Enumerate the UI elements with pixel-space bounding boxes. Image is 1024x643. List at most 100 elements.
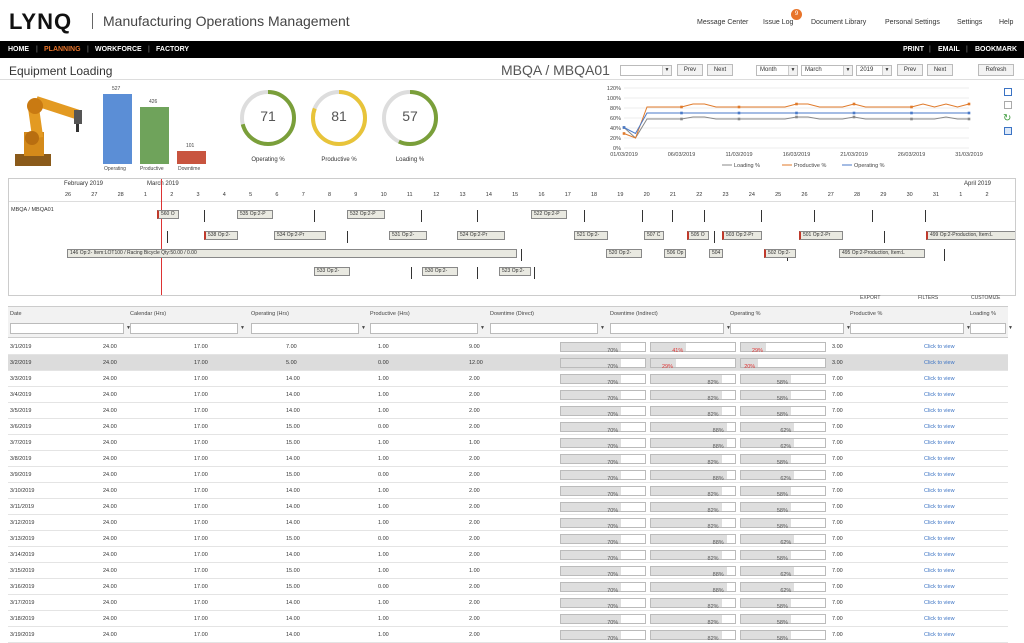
column-filter-input[interactable] <box>251 323 359 334</box>
filter-icon[interactable]: ▼ <box>126 325 131 331</box>
click-to-view-link[interactable]: Click to view <box>924 520 955 526</box>
click-to-view-link[interactable]: Click to view <box>924 584 955 590</box>
click-to-view-link[interactable]: Click to view <box>924 424 955 430</box>
click-to-view-link[interactable]: Click to view <box>924 472 955 478</box>
month-next-button[interactable]: Next <box>927 64 953 76</box>
table-row[interactable]: 3/12/2019 24.00 17.00 14.00 1.00 2.00 70% 82% 58… <box>8 515 1008 531</box>
click-to-view-link[interactable]: Click to view <box>924 392 955 398</box>
gantt-task-bar[interactable]: 507 C <box>644 231 664 240</box>
column-filter-input[interactable] <box>970 323 1006 334</box>
click-to-view-link[interactable]: Click to view <box>924 360 955 366</box>
click-to-view-link[interactable]: Click to view <box>924 536 955 542</box>
nav-workforce[interactable]: WORKFORCE <box>95 46 142 53</box>
table-row[interactable]: 3/16/2019 24.00 17.00 15.00 0.00 2.00 70% 88% 62… <box>8 579 1008 595</box>
column-filter-input[interactable] <box>850 323 964 334</box>
filter-icon[interactable]: ▼ <box>240 325 245 331</box>
gantt-task-bar[interactable]: 522 Op:2-P <box>531 210 567 219</box>
column-header[interactable]: Operating % <box>730 311 761 317</box>
settings-link[interactable]: Settings <box>957 19 983 26</box>
gantt-task-bar[interactable]: 495 Op:2-Production, Item:L <box>839 249 925 258</box>
table-row[interactable]: 3/5/2019 24.00 17.00 14.00 1.00 2.00 70% 82% 58%… <box>8 403 1008 419</box>
gantt-task-bar[interactable]: 530 Op:2- <box>422 267 458 276</box>
blank-icon[interactable] <box>1004 101 1012 109</box>
table-row[interactable]: 3/14/2019 24.00 17.00 14.00 1.00 2.00 70% 82% 58… <box>8 547 1008 563</box>
table-row[interactable]: 3/1/2019 24.00 17.00 7.00 1.00 9.00 70% 41% 29% 3… <box>8 339 1008 355</box>
click-to-view-link[interactable]: Click to view <box>924 600 955 606</box>
table-row[interactable]: 3/7/2019 24.00 17.00 15.00 1.00 1.00 70% 88% 62%… <box>8 435 1008 451</box>
refresh-icon[interactable]: ↻ <box>1003 113 1012 124</box>
gantt-task-bar[interactable]: 531 Op:2- <box>389 231 427 240</box>
document-library-link[interactable]: Document Library <box>811 19 867 26</box>
table-row[interactable]: 3/10/2019 24.00 17.00 14.00 1.00 2.00 70% 82% 58… <box>8 483 1008 499</box>
click-to-view-link[interactable]: Click to view <box>924 488 955 494</box>
column-filter-input[interactable] <box>10 323 124 334</box>
click-to-view-link[interactable]: Click to view <box>924 456 955 462</box>
nav-home[interactable]: HOME <box>8 46 29 53</box>
gantt-task-bar[interactable]: 524 Op:2-Pr <box>457 231 505 240</box>
click-to-view-link[interactable]: Click to view <box>924 344 955 350</box>
period-select[interactable]: Month ▼ <box>756 65 798 76</box>
gantt-task-bar[interactable]: 502 Op:2- <box>764 249 796 258</box>
column-header[interactable]: Downtime (Indirect) <box>610 311 658 317</box>
year-select[interactable]: 2019 ▼ <box>856 65 892 76</box>
gantt-task-bar[interactable]: 506 Op <box>664 249 686 258</box>
gantt-task-bar[interactable]: 146 Op:2- Item:LOT100 / Racing Bicycle Q… <box>67 249 517 258</box>
click-to-view-link[interactable]: Click to view <box>924 552 955 558</box>
column-header[interactable]: Calendar (Hrs) <box>130 311 167 317</box>
customize-link[interactable]: CUSTOMIZE <box>971 295 1001 301</box>
gantt-task-bar[interactable]: 521 Op:2- <box>574 231 608 240</box>
gantt-task-bar[interactable]: 534 Op:2-Pr <box>274 231 326 240</box>
gantt-task-bar[interactable]: 520 Op:2- <box>606 249 642 258</box>
table-row[interactable]: 3/15/2019 24.00 17.00 15.00 1.00 1.00 70% 88% 62… <box>8 563 1008 579</box>
filter-icon[interactable]: ▼ <box>966 325 971 331</box>
table-row[interactable]: 3/3/2019 24.00 17.00 14.00 1.00 2.00 70% 82% 58%… <box>8 371 1008 387</box>
filter-icon[interactable]: ▼ <box>361 325 366 331</box>
table-row[interactable]: 3/4/2019 24.00 17.00 14.00 1.00 2.00 70% 82% 58%… <box>8 387 1008 403</box>
filter-icon[interactable]: ▼ <box>726 325 731 331</box>
filter-icon[interactable]: ▼ <box>600 325 605 331</box>
click-to-view-link[interactable]: Click to view <box>924 616 955 622</box>
click-to-view-link[interactable]: Click to view <box>924 376 955 382</box>
column-header[interactable]: Productive (Hrs) <box>370 311 410 317</box>
table-row[interactable]: 3/17/2019 24.00 17.00 14.00 1.00 2.00 70% 82% 58… <box>8 595 1008 611</box>
gantt-task-bar[interactable]: 499 Op:2-Production, Item:L <box>926 231 1015 240</box>
click-to-view-link[interactable]: Click to view <box>924 568 955 574</box>
table-row[interactable]: 3/9/2019 24.00 17.00 15.00 0.00 2.00 70% 88% 62%… <box>8 467 1008 483</box>
personal-settings-link[interactable]: Personal Settings <box>885 19 940 26</box>
filter-icon[interactable]: ▼ <box>1008 325 1013 331</box>
click-to-view-link[interactable]: Click to view <box>924 504 955 510</box>
column-header[interactable]: Date <box>10 311 22 317</box>
gantt-task-bar[interactable]: 505 O <box>687 231 709 240</box>
equipment-prev-button[interactable]: Prev <box>677 64 703 76</box>
column-header[interactable]: Productive % <box>850 311 883 317</box>
nav-email[interactable]: EMAIL <box>938 46 960 53</box>
gantt-task-bar[interactable]: 503 Op:2-Pr <box>722 231 762 240</box>
gantt-task-bar[interactable]: 535 Op:2-P <box>237 210 273 219</box>
gantt-task-bar[interactable]: 533 Op:2- <box>314 267 350 276</box>
gantt-task-bar[interactable]: 501 Op:2-Pr <box>799 231 843 240</box>
equipment-select[interactable]: ▼ <box>620 65 672 76</box>
column-header[interactable]: Loading % <box>970 311 996 317</box>
nav-bookmark[interactable]: BOOKMARK <box>975 46 1017 53</box>
table-row[interactable]: 3/11/2019 24.00 17.00 14.00 1.00 2.00 70% 82% 58… <box>8 499 1008 515</box>
nav-factory[interactable]: FACTORY <box>156 46 190 53</box>
table-row[interactable]: 3/6/2019 24.00 17.00 15.00 0.00 2.00 70% 88% 62%… <box>8 419 1008 435</box>
column-header[interactable]: Operating (Hrs) <box>251 311 289 317</box>
expand-icon[interactable] <box>1004 88 1012 96</box>
help-link[interactable]: Help <box>999 19 1014 26</box>
message-center-link[interactable]: Message Center <box>697 19 749 26</box>
click-to-view-link[interactable]: Click to view <box>924 632 955 638</box>
gantt-task-bar[interactable]: 538 Op:2- <box>204 231 238 240</box>
filter-icon[interactable]: ▼ <box>480 325 485 331</box>
column-filter-input[interactable] <box>130 323 238 334</box>
gantt-task-bar[interactable]: 504 <box>709 249 723 258</box>
click-to-view-link[interactable]: Click to view <box>924 440 955 446</box>
table-row[interactable]: 3/2/2019 24.00 17.00 5.00 0.00 12.00 70% 29% 20%… <box>8 355 1008 371</box>
filters-link[interactable]: FILTERS <box>918 295 939 301</box>
month-prev-button[interactable]: Prev <box>897 64 923 76</box>
gantt-task-bar[interactable]: 523 Op:2- <box>499 267 531 276</box>
gantt-task-bar[interactable]: 560 O <box>157 210 179 219</box>
table-row[interactable]: 3/18/2019 24.00 17.00 14.00 1.00 2.00 70% 82% 58… <box>8 611 1008 627</box>
gantt-task-bar[interactable]: 532 Op:2-P <box>347 210 385 219</box>
click-to-view-link[interactable]: Click to view <box>924 408 955 414</box>
